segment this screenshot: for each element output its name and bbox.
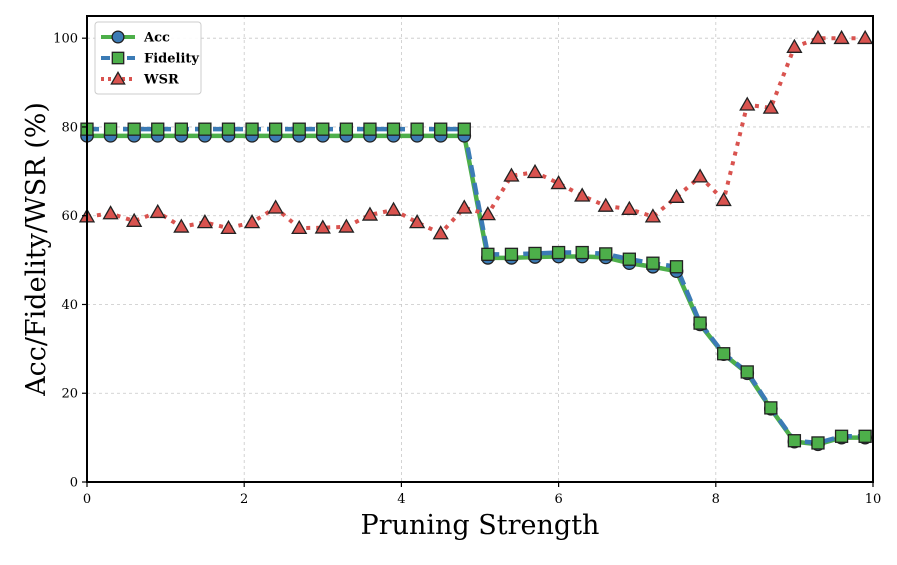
fidelity-point — [198, 122, 212, 136]
wsr-point — [597, 197, 614, 212]
fidelity-point — [669, 260, 684, 274]
fidelity-point — [622, 252, 636, 266]
wsr-point — [809, 29, 827, 45]
fidelity-point — [174, 122, 188, 136]
fidelity-point — [151, 122, 165, 136]
wsr-point — [715, 191, 732, 207]
fidelity-point — [221, 122, 236, 136]
wsr-point — [196, 214, 214, 229]
wsr-point — [456, 199, 473, 214]
legend-marker-fidelity — [111, 51, 125, 65]
wsr-point — [102, 205, 119, 220]
wsr-point — [621, 200, 638, 215]
wsr-point — [644, 208, 662, 223]
wsr-point — [833, 29, 850, 45]
fidelity-point — [717, 347, 731, 361]
fidelity-point — [434, 122, 448, 136]
x-tick-label: 4 — [397, 492, 405, 507]
y-tick-label: 100 — [53, 32, 78, 47]
x-tick-label: 2 — [240, 492, 248, 507]
y-tick-label: 40 — [61, 298, 78, 313]
wsr-point — [126, 212, 143, 227]
fidelity-point — [410, 122, 424, 136]
legend-label: Fidelity — [144, 52, 199, 67]
fidelity-point — [457, 122, 471, 136]
wsr-point — [267, 199, 284, 214]
wsr-point — [408, 214, 426, 229]
wsr-point — [314, 219, 331, 234]
series-group — [87, 36, 866, 447]
fidelity-point — [693, 316, 707, 330]
fidelity-point — [339, 122, 354, 136]
fidelity-point — [646, 256, 660, 270]
fidelity-point — [787, 434, 802, 448]
legend-label: WSR — [143, 73, 179, 88]
y-tick-label: 20 — [61, 387, 78, 402]
wsr-point — [668, 188, 685, 203]
x-tick-label: 6 — [554, 492, 562, 507]
fidelity-point — [575, 245, 589, 260]
wsr-point — [479, 206, 496, 221]
legend-marker-wsr — [110, 71, 126, 85]
fidelity-point — [764, 401, 778, 415]
legend-marker-acc — [111, 30, 125, 44]
wsr-point — [361, 206, 379, 221]
fidelity-point — [834, 429, 849, 443]
fidelity-point — [245, 122, 259, 136]
fidelity-point — [811, 436, 825, 450]
wsr-point — [691, 168, 709, 183]
wsr-point — [432, 225, 449, 240]
wsr-point — [291, 219, 308, 235]
fidelity-point — [599, 247, 613, 261]
wsr-point — [220, 219, 237, 235]
series-line-acc — [87, 133, 866, 447]
wsr-point — [173, 218, 190, 233]
wsr-point — [857, 29, 874, 45]
wsr-point — [574, 187, 591, 202]
wsr-point — [338, 218, 355, 233]
wsr-point — [149, 203, 166, 219]
fidelity-point — [386, 122, 401, 136]
fidelity-point — [481, 247, 495, 261]
fidelity-point — [268, 122, 283, 136]
y-tick-label: 0 — [70, 476, 78, 491]
series-line-fidelity — [87, 126, 866, 446]
plot-background — [87, 16, 873, 482]
x-tick-label: 8 — [712, 492, 720, 507]
plot-frame — [86, 15, 874, 483]
wsr-point — [503, 167, 520, 182]
fidelity-point — [127, 122, 141, 136]
x-tick-label: 10 — [865, 492, 882, 507]
fidelity-point — [551, 245, 566, 260]
wsr-point — [550, 175, 567, 190]
y-axis-title: Acc/Fidelity/WSR (%) — [21, 102, 52, 397]
wsr-point — [786, 38, 803, 53]
fidelity-point — [363, 122, 377, 136]
fidelity-point — [528, 246, 542, 261]
x-tick-label: 0 — [83, 492, 91, 507]
legend: Acc Fidelity WSR — [94, 21, 202, 95]
wsr-point — [526, 163, 544, 179]
wsr-point — [385, 201, 402, 216]
fidelity-point — [103, 122, 118, 136]
fidelity-point — [292, 122, 306, 136]
wsr-point — [739, 96, 756, 111]
y-tick-label: 80 — [61, 120, 78, 135]
fidelity-point — [858, 429, 872, 443]
fidelity-point — [740, 365, 754, 379]
legend-label: Acc — [143, 31, 170, 46]
wsr-point — [762, 99, 779, 114]
fidelity-point — [504, 247, 519, 261]
wsr-point — [243, 214, 261, 229]
y-tick-label: 60 — [61, 209, 78, 224]
marker-group — [78, 29, 874, 452]
x-axis-title: Pruning Strength — [361, 510, 600, 541]
series-line-wsr — [87, 36, 866, 236]
fidelity-point — [316, 122, 330, 136]
